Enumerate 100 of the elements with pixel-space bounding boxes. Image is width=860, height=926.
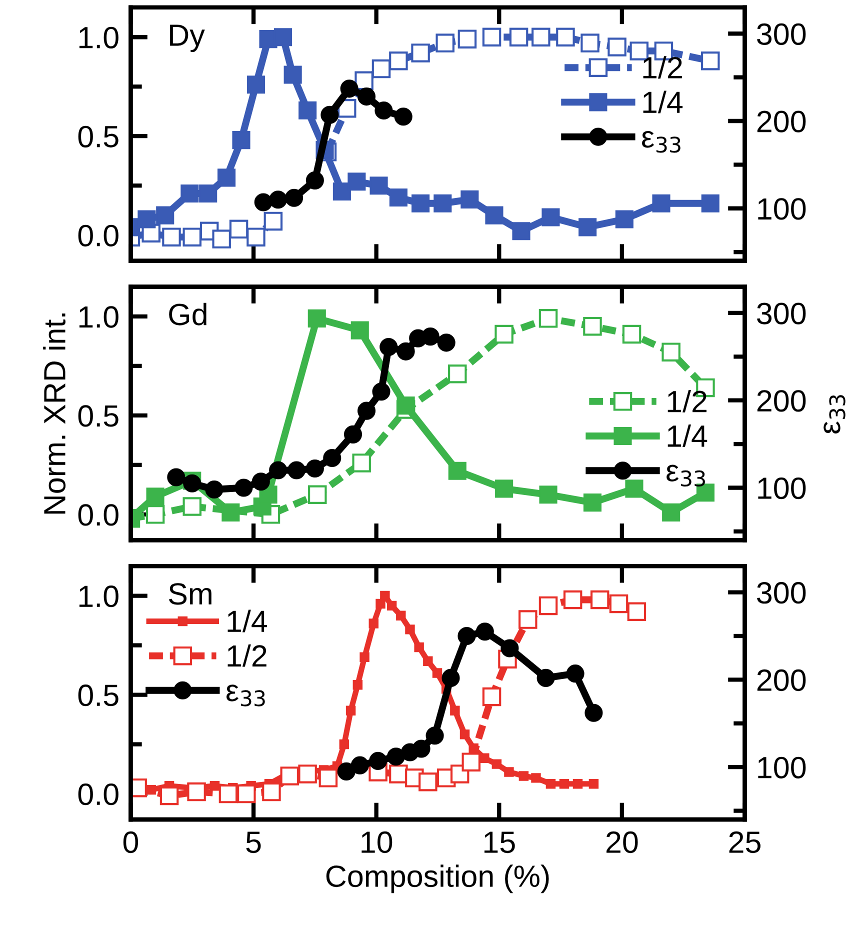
point — [405, 624, 415, 634]
y-tick-label: 0.0 — [78, 784, 118, 806]
point — [254, 193, 272, 212]
point — [232, 131, 250, 150]
point — [205, 480, 224, 499]
legend-label: ε$_{33}$ — [226, 684, 265, 706]
point — [538, 596, 558, 616]
point — [320, 106, 339, 124]
point — [386, 748, 406, 766]
point — [458, 30, 477, 48]
point — [264, 212, 283, 231]
annotation: Sm — [168, 583, 212, 605]
point — [372, 382, 390, 401]
point — [436, 34, 454, 52]
point — [187, 782, 206, 802]
point — [394, 108, 412, 126]
point — [346, 706, 356, 716]
point — [308, 485, 327, 504]
point — [269, 461, 288, 480]
point — [500, 639, 519, 658]
point — [369, 752, 388, 770]
point — [411, 44, 430, 62]
point — [418, 772, 438, 792]
point — [494, 324, 514, 344]
point — [538, 309, 558, 328]
y-axis-title: Norm. XRD int. — [43, 314, 66, 514]
point — [380, 338, 398, 356]
point — [509, 28, 528, 46]
point — [246, 228, 266, 246]
point — [531, 773, 541, 783]
point — [229, 220, 248, 239]
point — [284, 66, 302, 84]
legend-label: 1/2 — [643, 56, 682, 79]
point — [222, 503, 240, 522]
point — [495, 480, 514, 498]
x-tick-label: 5 — [246, 832, 261, 854]
point — [414, 642, 424, 652]
point — [360, 652, 370, 662]
point — [532, 28, 550, 46]
point — [252, 472, 270, 491]
y-tick-label: 0.0 — [78, 224, 118, 246]
y2-tick-label: 300 — [757, 23, 806, 45]
legend-label: 1/4 — [668, 424, 708, 448]
y-tick-label: 0.0 — [78, 504, 118, 526]
point — [389, 188, 408, 206]
legend-label: ε$_{33}$ — [666, 464, 705, 487]
annotation: Gd — [169, 302, 206, 326]
point — [559, 779, 570, 789]
point — [504, 767, 514, 777]
point — [518, 771, 529, 781]
point — [162, 228, 181, 246]
point — [246, 76, 266, 94]
point — [423, 656, 433, 666]
point — [262, 782, 281, 802]
point — [298, 764, 317, 784]
point — [588, 779, 599, 789]
point — [421, 328, 440, 346]
point — [386, 600, 397, 611]
point — [344, 425, 362, 444]
point — [458, 626, 476, 646]
point — [182, 497, 202, 516]
point — [701, 194, 720, 212]
point — [156, 206, 174, 224]
point — [622, 324, 642, 344]
point — [396, 610, 406, 620]
y-tick-label: 0.5 — [78, 684, 118, 706]
x-tick-label: 25 — [729, 831, 760, 854]
point — [627, 602, 646, 622]
point — [376, 598, 386, 609]
point — [396, 342, 415, 360]
point — [518, 610, 538, 629]
point — [578, 218, 597, 236]
point — [332, 182, 351, 201]
legend-label: 1/2 — [228, 644, 266, 667]
point — [350, 756, 369, 774]
point — [339, 739, 350, 750]
point — [590, 590, 610, 610]
y2-tick-label: 100 — [758, 756, 806, 778]
point — [432, 668, 442, 678]
point — [269, 190, 288, 209]
point — [352, 454, 371, 472]
point — [352, 680, 363, 690]
y-tick-label: 0.5 — [78, 126, 118, 148]
point — [234, 478, 253, 497]
point — [217, 168, 236, 187]
annotation: Dy — [170, 24, 205, 52]
point — [199, 184, 218, 203]
point — [212, 230, 231, 248]
legend-label: 1/2 — [668, 390, 706, 412]
point — [308, 309, 326, 328]
point — [180, 184, 199, 203]
point — [480, 753, 490, 763]
point — [448, 364, 467, 384]
point — [218, 784, 238, 804]
point — [323, 448, 342, 468]
point — [584, 704, 603, 722]
point — [539, 486, 558, 504]
x-tick-label: 0 — [123, 831, 138, 854]
point — [556, 28, 575, 46]
point — [389, 51, 408, 70]
